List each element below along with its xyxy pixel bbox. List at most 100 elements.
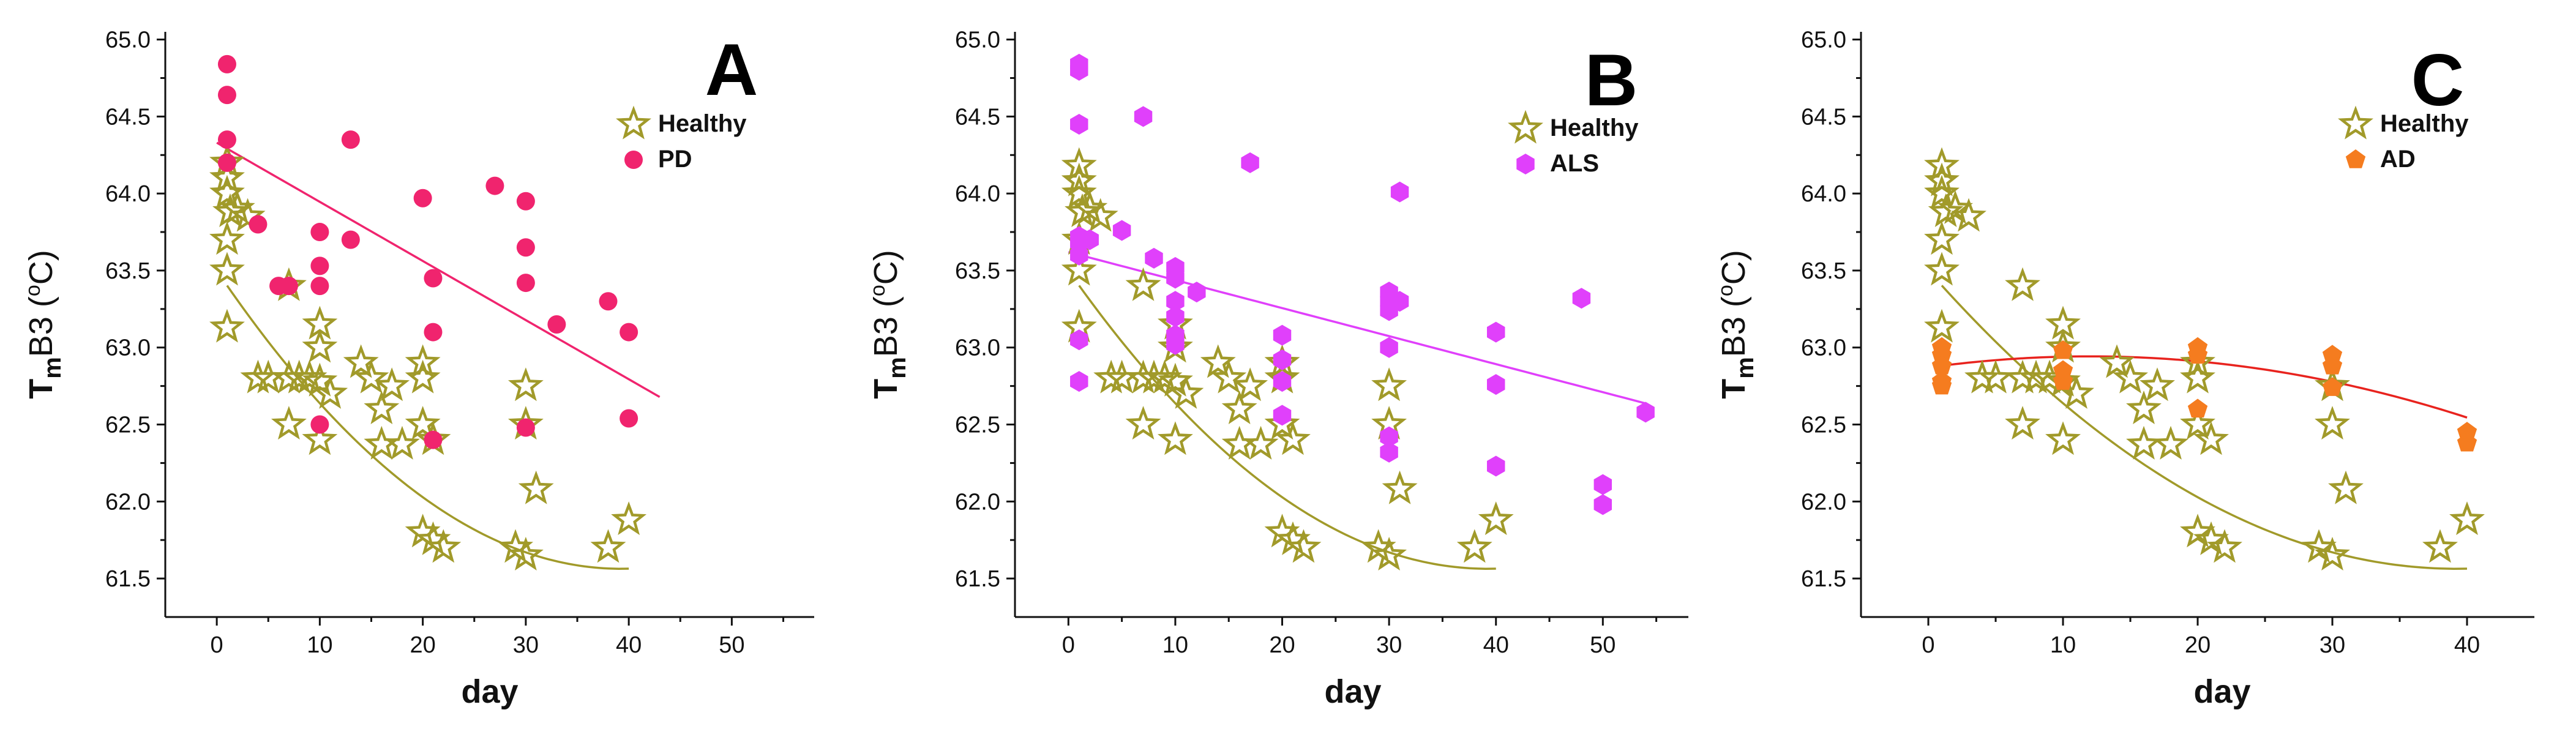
x-tick-label: 0 <box>1062 632 1075 658</box>
data-point-pd <box>599 292 618 311</box>
data-point-healthy <box>1924 309 1960 343</box>
data-point-healthy <box>343 344 379 378</box>
data-point-healthy <box>2005 406 2040 440</box>
series-als-b <box>1068 251 1646 405</box>
data-point-healthy <box>1286 529 1322 563</box>
x-tick-label: 20 <box>410 632 435 658</box>
data-point-healthy <box>1157 421 1193 455</box>
data-point-healthy <box>2422 529 2458 563</box>
x-tick-label: 10 <box>2050 632 2076 658</box>
y-tick-label: 62.5 <box>105 413 151 438</box>
data-point-healthy <box>1232 367 1268 402</box>
points-als-b <box>1070 53 1655 515</box>
data-point-pd <box>516 274 535 293</box>
points-pd-a <box>217 54 638 449</box>
data-point-healthy <box>2045 421 2081 455</box>
x-tick-label: 40 <box>1483 632 1509 658</box>
data-point-als <box>1134 106 1153 127</box>
data-point-healthy <box>384 425 420 460</box>
data-point-healthy <box>1061 252 1097 286</box>
data-point-healthy <box>1061 174 1097 209</box>
legend-marker-healthy <box>1508 110 1543 144</box>
data-point-healthy <box>1082 198 1118 232</box>
data-point-healthy <box>2315 406 2350 440</box>
data-point-als <box>1070 113 1088 135</box>
data-point-healthy <box>2301 529 2337 563</box>
data-point-healthy <box>518 470 554 504</box>
data-point-healthy <box>2126 390 2162 424</box>
data-point-pd <box>310 415 329 434</box>
data-point-pd <box>249 215 268 234</box>
data-point-als <box>1188 282 1206 303</box>
data-point-healthy <box>2113 359 2148 394</box>
data-point-healthy <box>230 198 266 232</box>
data-point-als <box>1070 329 1088 351</box>
data-point-als <box>1166 291 1185 312</box>
data-point-healthy <box>2328 470 2364 504</box>
data-point-ad <box>2053 371 2073 390</box>
legend-label-healthy: Healthy <box>1550 114 1639 141</box>
data-point-pd <box>217 153 236 172</box>
x-tick-label: 30 <box>1376 632 1402 658</box>
fit-line-ad <box>1941 355 2468 419</box>
legend-label-als: ALS <box>1550 150 1599 177</box>
y-axis-title: TmB3 (oC) <box>21 250 66 399</box>
data-point-healthy <box>2315 536 2350 570</box>
data-point-pd <box>424 430 443 449</box>
data-point-als <box>1390 291 1409 312</box>
data-point-healthy <box>1928 193 1964 227</box>
data-point-healthy <box>240 359 276 394</box>
data-point-healthy <box>302 329 338 363</box>
data-point-ad <box>2457 422 2477 441</box>
data-point-pd <box>424 269 443 288</box>
data-point-als <box>1273 371 1292 392</box>
data-point-healthy <box>1924 252 1960 286</box>
data-point-als <box>1380 441 1398 463</box>
data-point-pd <box>341 230 360 249</box>
x-tick-label: 20 <box>2185 632 2211 658</box>
data-point-healthy <box>312 375 348 409</box>
data-point-healthy <box>1924 147 1960 181</box>
data-point-healthy <box>590 529 626 563</box>
panel-b: 61.5 62.0 62.5 63.0 63.5 64.0 64.5 65.0 0 10 20 30 4… <box>866 28 1688 710</box>
y-tick-label: 61.5 <box>1801 566 1846 592</box>
x-tick-label: 10 <box>1163 632 1188 658</box>
data-point-als <box>1593 494 1612 515</box>
y-tick-label: 62.5 <box>1801 413 1846 438</box>
data-point-als <box>1273 405 1292 426</box>
data-point-healthy <box>498 529 534 563</box>
y-axis-title: TmB3 (oC) <box>1714 250 1759 399</box>
x-tick-label: 0 <box>1922 632 1934 658</box>
data-point-healthy <box>1168 375 1204 409</box>
data-point-ad <box>1931 355 1952 375</box>
fit-line-pd <box>216 141 661 398</box>
data-point-healthy <box>2207 529 2242 563</box>
data-point-als <box>1486 455 1505 477</box>
data-point-healthy <box>2449 501 2485 536</box>
panel-c: 61.5 62.0 62.5 63.0 63.5 64.0 64.5 65.0 0 10 20 30 4… <box>1714 28 2534 710</box>
data-point-healthy <box>2180 514 2215 548</box>
data-point-healthy <box>2153 425 2188 460</box>
data-point-als <box>1112 220 1131 241</box>
data-point-als <box>1380 337 1398 358</box>
panel-a: 61.5 62.0 62.5 63.0 63.5 64.0 64.5 65.0 0 10 20 30 4… <box>21 28 814 710</box>
data-point-healthy <box>209 221 245 255</box>
points-healthy-a <box>209 144 647 570</box>
data-point-healthy <box>1478 501 1514 536</box>
data-point-healthy <box>1211 359 1247 394</box>
data-point-ad <box>2053 360 2073 380</box>
y-tick-label: 62.0 <box>105 489 151 515</box>
data-point-ad <box>1931 375 1952 395</box>
data-point-healthy <box>2193 521 2229 555</box>
x-tick-label: 0 <box>211 632 223 658</box>
y-tick-label: 64.5 <box>1801 104 1846 130</box>
y-tick-label: 64.5 <box>955 104 1000 130</box>
data-point-healthy <box>364 390 400 424</box>
y-tick-label: 64.0 <box>955 181 1000 207</box>
data-point-healthy <box>2126 425 2162 460</box>
data-point-als <box>1241 152 1259 173</box>
data-point-healthy <box>271 406 307 440</box>
data-point-als <box>1593 474 1612 495</box>
data-point-healthy <box>405 514 441 548</box>
data-point-als <box>1390 181 1409 203</box>
